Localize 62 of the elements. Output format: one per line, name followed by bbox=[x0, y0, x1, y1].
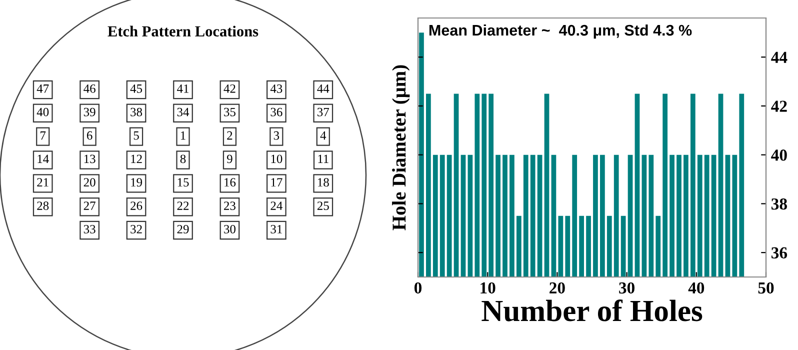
data-label: 33 bbox=[84, 225, 96, 234]
x-tick-label: 50 bbox=[758, 282, 774, 294]
data-label: 22 bbox=[177, 202, 189, 210]
y-tick-label: 42 bbox=[771, 100, 787, 112]
data-label: 31 bbox=[270, 225, 282, 234]
data-label: 47 bbox=[36, 84, 49, 93]
chart-title: Etch Pattern Locations bbox=[108, 26, 258, 36]
data-label: 17 bbox=[271, 178, 282, 186]
data-label: 3 bbox=[274, 131, 280, 140]
data-label: 15 bbox=[178, 178, 189, 187]
data-label: 5 bbox=[134, 131, 139, 140]
x-tick-label: 0 bbox=[414, 282, 422, 294]
data-label: 4 bbox=[320, 131, 326, 140]
data-label: 21 bbox=[37, 178, 48, 186]
data-label: 8 bbox=[180, 154, 186, 164]
data-label: 44 bbox=[317, 84, 330, 93]
data-label: 11 bbox=[318, 154, 328, 164]
data-label: 27 bbox=[84, 202, 96, 210]
data-label: 20 bbox=[84, 178, 96, 187]
y-tick-label: 44 bbox=[771, 52, 788, 63]
data-label: 37 bbox=[317, 108, 330, 116]
data-label: 35 bbox=[224, 108, 236, 116]
data-label: 43 bbox=[270, 84, 282, 93]
y-tick-label: 40 bbox=[771, 150, 787, 161]
data-label: 28 bbox=[37, 202, 49, 210]
data-label: 34 bbox=[177, 108, 190, 116]
y-axis-title: Hole Diameter (μm) bbox=[392, 65, 410, 230]
x-axis-title: Number of Holes bbox=[482, 299, 702, 322]
x-tick-label: 20 bbox=[550, 282, 565, 294]
data-label: 13 bbox=[84, 154, 96, 164]
data-label: 39 bbox=[84, 108, 96, 116]
data-label: 41 bbox=[176, 84, 188, 93]
data-label: 42 bbox=[224, 84, 236, 93]
data-label: 23 bbox=[224, 202, 236, 210]
data-label: 10 bbox=[271, 154, 282, 164]
data-label: 25 bbox=[317, 202, 329, 210]
data-label: 40 bbox=[36, 108, 49, 116]
y-tick-label: 36 bbox=[771, 247, 788, 259]
data-label: 32 bbox=[130, 225, 142, 234]
data-label: 7 bbox=[40, 131, 46, 140]
data-label: 12 bbox=[131, 154, 142, 164]
data-label: 45 bbox=[130, 84, 142, 93]
data-label: 26 bbox=[130, 202, 142, 210]
data-label: 16 bbox=[224, 178, 236, 187]
data-label: 9 bbox=[226, 154, 232, 164]
data-label: 46 bbox=[84, 84, 96, 93]
x-tick-label: 40 bbox=[688, 282, 704, 294]
data-label: 19 bbox=[131, 178, 142, 187]
data-label: 36 bbox=[270, 108, 282, 116]
data-label: 14 bbox=[38, 154, 49, 164]
data-label: 38 bbox=[130, 108, 142, 116]
x-tick-label: 30 bbox=[619, 282, 634, 294]
data-label: 30 bbox=[224, 224, 236, 234]
data-label: 2 bbox=[227, 131, 232, 140]
data-label: 29 bbox=[177, 225, 189, 234]
data-label: 1 bbox=[180, 131, 186, 140]
y-tick-label: 38 bbox=[771, 198, 787, 210]
data-label: 18 bbox=[318, 178, 329, 187]
x-tick-label: 10 bbox=[480, 282, 496, 294]
annotation: Mean Diameter ~ 40.3 μm, Std 4.3 % bbox=[429, 24, 692, 39]
data-label: 24 bbox=[270, 202, 282, 210]
data-label: 6 bbox=[86, 131, 92, 140]
